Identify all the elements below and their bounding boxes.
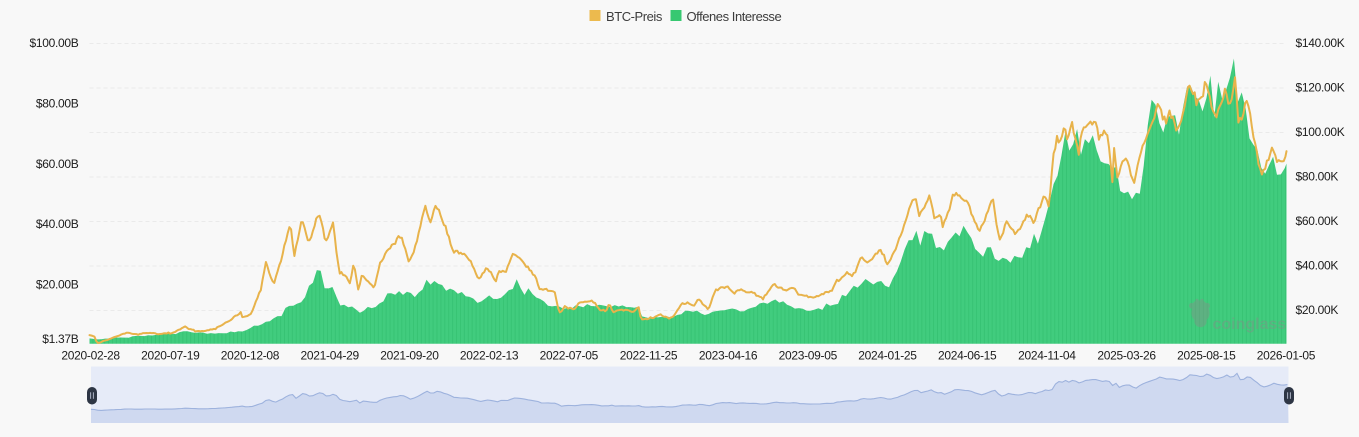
svg-text:$20.00K: $20.00K (1296, 303, 1339, 317)
svg-text:coinglass: coinglass (1213, 316, 1287, 333)
svg-text:2022-02-13: 2022-02-13 (460, 349, 519, 363)
svg-text:Offenes Interesse: Offenes Interesse (687, 9, 782, 24)
svg-text:2023-04-16: 2023-04-16 (699, 349, 758, 363)
svg-text:2026-01-05: 2026-01-05 (1257, 349, 1316, 363)
svg-text:$20.00B: $20.00B (36, 277, 79, 291)
svg-text:2024-11-04: 2024-11-04 (1018, 349, 1076, 363)
svg-text:2020-12-08: 2020-12-08 (221, 349, 280, 363)
svg-text:$80.00K: $80.00K (1296, 170, 1339, 184)
svg-text:2025-03-26: 2025-03-26 (1097, 349, 1156, 363)
svg-text:$60.00B: $60.00B (36, 157, 79, 171)
svg-text:2022-11-25: 2022-11-25 (620, 349, 678, 363)
svg-text:$140.00K: $140.00K (1296, 36, 1345, 50)
svg-text:2023-09-05: 2023-09-05 (779, 349, 838, 363)
svg-text:2025-08-15: 2025-08-15 (1177, 349, 1236, 363)
svg-text:2020-07-19: 2020-07-19 (141, 349, 200, 363)
svg-text:2022-07-05: 2022-07-05 (540, 349, 599, 363)
svg-text:$120.00K: $120.00K (1296, 81, 1345, 95)
svg-text:2021-09-20: 2021-09-20 (380, 349, 439, 363)
svg-text:2020-02-28: 2020-02-28 (61, 349, 120, 363)
svg-text:$1.37B: $1.37B (42, 332, 79, 346)
svg-text:$100.00B: $100.00B (30, 36, 79, 50)
svg-text:$40.00B: $40.00B (36, 217, 79, 231)
svg-text:2024-06-15: 2024-06-15 (938, 349, 997, 363)
svg-text:BTC-Preis: BTC-Preis (606, 9, 663, 24)
svg-text:2024-01-25: 2024-01-25 (858, 349, 917, 363)
svg-text:$60.00K: $60.00K (1296, 214, 1339, 228)
svg-text:$100.00K: $100.00K (1296, 125, 1345, 139)
svg-text:$80.00B: $80.00B (36, 97, 79, 111)
svg-text:2021-04-29: 2021-04-29 (301, 349, 360, 363)
svg-text:$40.00K: $40.00K (1296, 259, 1339, 273)
